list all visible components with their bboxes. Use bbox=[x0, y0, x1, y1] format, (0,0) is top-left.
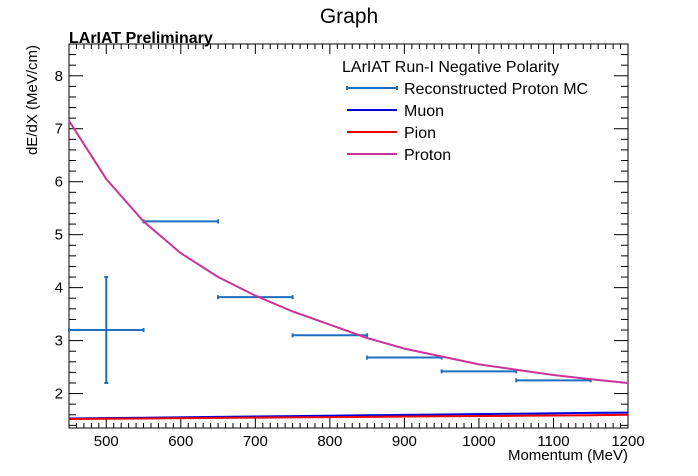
axis-ticks bbox=[68, 43, 629, 428]
pion-line bbox=[68, 413, 629, 420]
x-axis-label: Momentum (MeV) bbox=[508, 447, 628, 464]
x-tick-label: 1200 bbox=[611, 433, 644, 450]
plot-frame bbox=[68, 43, 629, 429]
series-layer bbox=[68, 120, 629, 420]
legend-label: Proton bbox=[404, 147, 451, 164]
x-tick-label: 900 bbox=[392, 433, 417, 450]
legend-item-pion: Pion bbox=[347, 125, 436, 142]
legend-items: Reconstructed Proton MC Muon Pion Proton bbox=[346, 81, 588, 164]
y-tick-label: 3 bbox=[55, 333, 63, 350]
legend-label: Reconstructed Proton MC bbox=[404, 81, 588, 98]
reconstructed-proton-mc-point bbox=[440, 369, 518, 374]
legend-label: Pion bbox=[404, 125, 436, 142]
legend-title: LArIAT Run-I Negative Polarity bbox=[342, 59, 559, 76]
x-tick-label: 1100 bbox=[537, 433, 569, 450]
reconstructed-proton-mc-point bbox=[68, 276, 145, 384]
y-tick-label: 8 bbox=[55, 68, 63, 85]
plot-border bbox=[68, 43, 629, 429]
reconstructed-proton-mc-point bbox=[142, 219, 220, 224]
legend-item-proton: Proton bbox=[347, 147, 451, 164]
y-tick-label: 7 bbox=[55, 121, 63, 138]
y-tick-label: 4 bbox=[55, 280, 63, 297]
legend: LArIAT Run-I Negative Polarity Reconstru… bbox=[342, 59, 588, 164]
tick-labels: 500 600 700 800 900 1000 1100 1200 2 3 4 5 6 7 8 bbox=[55, 68, 645, 450]
reconstructed-proton-mc-point bbox=[217, 295, 294, 300]
legend-label: Muon bbox=[404, 103, 444, 120]
preliminary-label: LArIAT Preliminary bbox=[69, 30, 213, 47]
legend-item-reconstructed-proton-mc: Reconstructed Proton MC bbox=[346, 81, 588, 98]
legend-item-muon: Muon bbox=[347, 103, 444, 120]
chart-title: Graph bbox=[320, 5, 378, 28]
x-tick-label: 700 bbox=[243, 433, 268, 450]
x-tick-label: 1000 bbox=[462, 433, 495, 450]
y-tick-label: 5 bbox=[55, 227, 63, 244]
reconstructed-proton-mc-point bbox=[366, 355, 443, 360]
proton-line bbox=[68, 120, 629, 384]
y-tick-label: 2 bbox=[55, 386, 63, 403]
x-tick-label: 500 bbox=[94, 433, 119, 450]
x-tick-label: 600 bbox=[168, 433, 193, 450]
x-tick-label: 800 bbox=[317, 433, 342, 450]
y-axis-label: dE/dX (MeV/cm) bbox=[24, 45, 41, 155]
reconstructed-proton-mc-point bbox=[291, 333, 369, 338]
y-tick-label: 6 bbox=[55, 174, 63, 191]
